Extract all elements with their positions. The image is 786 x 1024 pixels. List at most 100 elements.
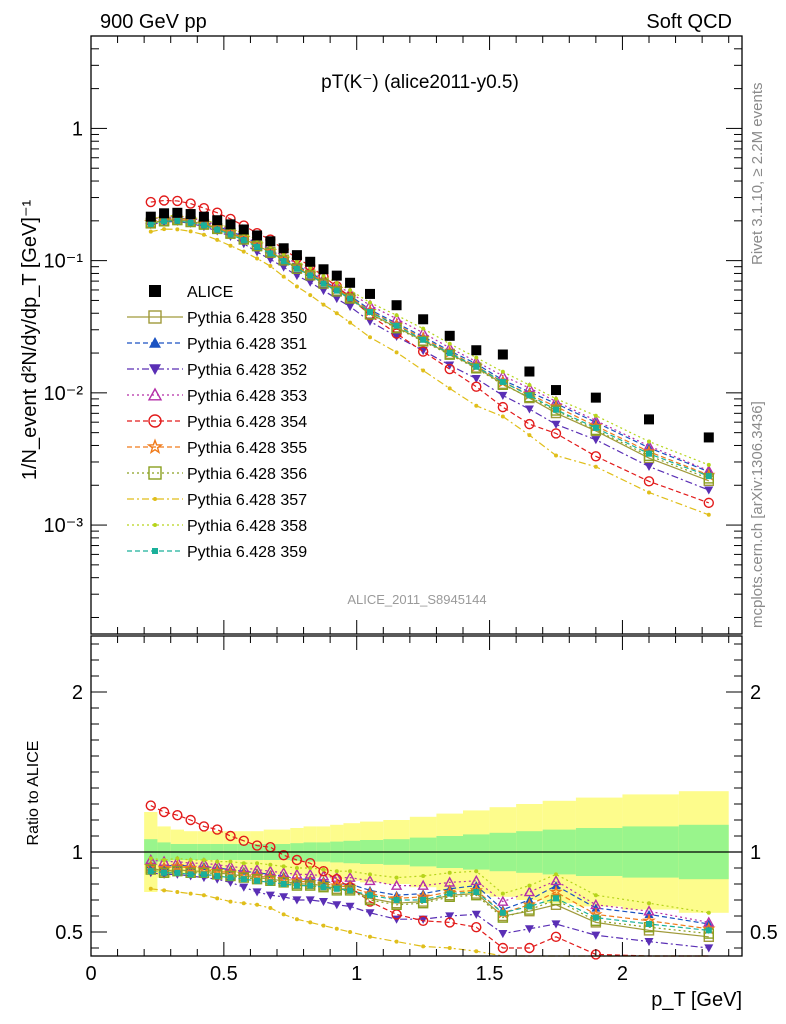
legend-marker bbox=[147, 387, 163, 401]
series-point bbox=[319, 286, 328, 296]
series-point bbox=[421, 326, 426, 331]
ratio-point bbox=[184, 857, 197, 868]
legend-label: Pythia 6.428 354 bbox=[187, 414, 307, 431]
data-point bbox=[551, 385, 561, 396]
legend-marker bbox=[149, 285, 161, 297]
ratio-point bbox=[553, 895, 559, 902]
ratio-point bbox=[367, 892, 373, 899]
ratio-point bbox=[227, 874, 234, 881]
ratio-point bbox=[172, 810, 183, 821]
data-point bbox=[185, 209, 196, 220]
ratio-point bbox=[228, 899, 233, 904]
series-point bbox=[500, 414, 505, 419]
series-point bbox=[348, 320, 353, 325]
data-point bbox=[278, 243, 289, 254]
series-point bbox=[553, 406, 559, 413]
series-point bbox=[474, 355, 479, 360]
ratio-point bbox=[278, 850, 289, 861]
data-point bbox=[703, 432, 714, 443]
series-point bbox=[471, 375, 481, 384]
ratio-point bbox=[364, 874, 376, 886]
legend-label: Pythia 6.428 356 bbox=[187, 466, 307, 483]
x-axis-label: p_T [GeV] bbox=[651, 989, 742, 1011]
legend-entry-alice: ALICE bbox=[149, 284, 233, 301]
x-tick-label: 1.5 bbox=[476, 963, 504, 985]
ratio-tick-label-right: 0.5 bbox=[750, 922, 778, 944]
ratio-point bbox=[593, 893, 598, 898]
ratio-point bbox=[703, 916, 715, 927]
series-point bbox=[188, 229, 193, 234]
series-point bbox=[174, 217, 181, 224]
series-point bbox=[147, 221, 154, 228]
series-point bbox=[593, 413, 598, 418]
legend-entry: Pythia 6.428 357 bbox=[127, 492, 307, 509]
ratio-point bbox=[238, 862, 250, 873]
ratio-point bbox=[497, 942, 509, 954]
ratio-point bbox=[421, 874, 426, 878]
ratio-frame bbox=[90, 635, 743, 957]
ratio-point bbox=[148, 886, 153, 891]
x-tick-label: 0.5 bbox=[210, 963, 238, 985]
legend-entry: Pythia 6.428 351 bbox=[127, 336, 307, 353]
ratio-point bbox=[446, 890, 453, 897]
ratio-point bbox=[201, 893, 206, 898]
ratio-point bbox=[185, 814, 196, 826]
ratio-point bbox=[345, 902, 355, 911]
ratio-tick-label-right: 1 bbox=[750, 842, 761, 864]
ratio-point bbox=[526, 903, 533, 910]
series-point bbox=[368, 300, 372, 305]
ratio-tick-label: 2 bbox=[72, 682, 83, 704]
ratio-point bbox=[281, 864, 286, 869]
legend-marker bbox=[148, 310, 162, 324]
y-tick-label: 10⁻¹ bbox=[44, 251, 84, 273]
ratio-point bbox=[239, 883, 249, 892]
series-point bbox=[334, 311, 339, 316]
series-point bbox=[421, 368, 426, 373]
header-right: Soft QCD bbox=[646, 11, 732, 33]
ratio-point bbox=[550, 931, 562, 942]
ratio-point bbox=[305, 896, 315, 905]
data-point bbox=[318, 264, 329, 275]
series-point bbox=[162, 227, 167, 232]
ratio-point bbox=[291, 880, 303, 891]
data-point bbox=[212, 215, 223, 226]
series-point bbox=[305, 270, 316, 281]
legend-entry: Pythia 6.428 358 bbox=[127, 518, 307, 535]
model-curves bbox=[144, 195, 716, 960]
series-point bbox=[345, 303, 355, 312]
ratio-point bbox=[321, 923, 326, 928]
series-point bbox=[265, 247, 276, 258]
series-point bbox=[591, 436, 601, 445]
series-point bbox=[590, 451, 602, 462]
ratio-point bbox=[175, 890, 180, 894]
data-point bbox=[159, 208, 170, 219]
series-point bbox=[333, 287, 340, 294]
series-point bbox=[308, 265, 313, 270]
series-point bbox=[347, 295, 354, 302]
series-point bbox=[643, 439, 655, 451]
data-point bbox=[345, 277, 356, 288]
ratio-tick-label-right: 2 bbox=[750, 682, 761, 704]
series-point bbox=[551, 420, 561, 429]
series-point bbox=[499, 378, 506, 385]
ratio-point bbox=[183, 860, 198, 874]
series-point bbox=[321, 302, 326, 307]
ratio-point bbox=[291, 868, 303, 879]
series-point bbox=[332, 295, 342, 304]
series-point bbox=[307, 272, 314, 279]
series-point bbox=[474, 403, 479, 408]
series-point bbox=[320, 280, 327, 287]
series-point bbox=[647, 439, 651, 444]
ratio-point bbox=[334, 926, 339, 931]
series-point bbox=[445, 361, 455, 370]
ratio-point bbox=[474, 869, 479, 874]
ratio-point bbox=[212, 824, 223, 835]
series-point bbox=[524, 418, 535, 430]
series-point bbox=[447, 386, 452, 391]
legend-label: Pythia 6.428 358 bbox=[187, 518, 307, 535]
series-point bbox=[251, 240, 263, 252]
series-point bbox=[241, 249, 246, 254]
series-point bbox=[214, 226, 221, 233]
header-left: 900 GeV pp bbox=[100, 11, 207, 33]
series-point bbox=[498, 391, 508, 400]
